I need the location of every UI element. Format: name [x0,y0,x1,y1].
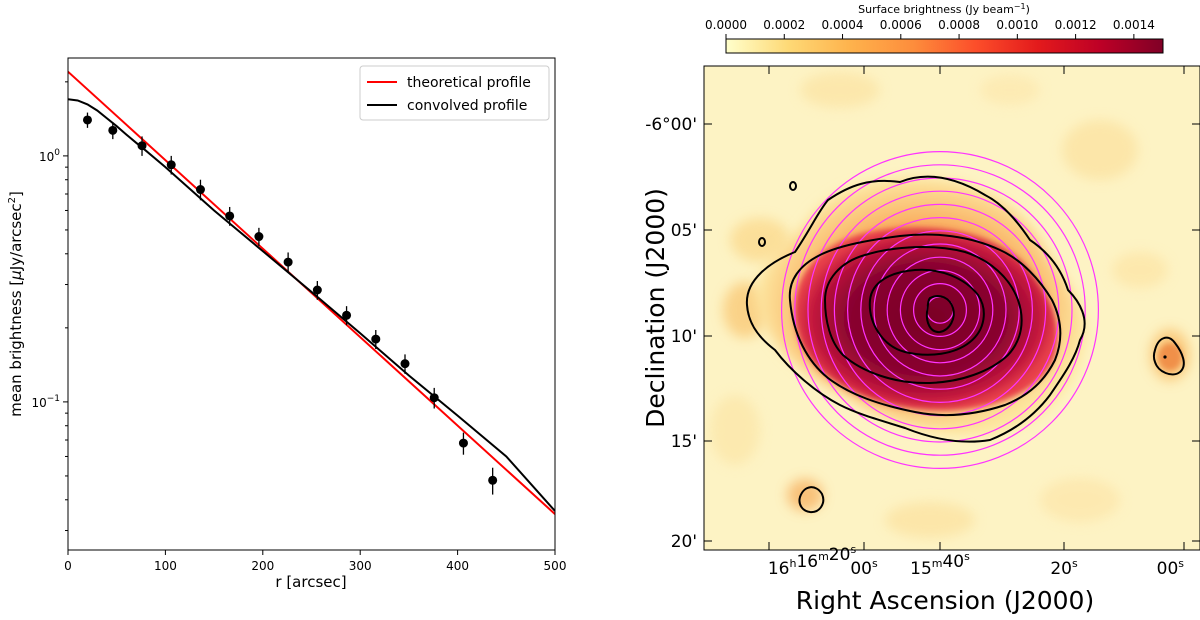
x-tick-label-2: 200 [251,559,274,573]
dec-tick-label-4: 20' [671,532,697,552]
annulus-rings [780,151,1099,469]
ring-3 [899,269,981,351]
dec-tick-label-1: 05' [671,221,697,241]
map-noise [710,72,1190,538]
map-image [704,66,1200,550]
data-point-3 [166,160,176,170]
colorbar-tick-label-6: 0.0012 [1055,18,1097,32]
data-point-6 [254,232,264,242]
plot-frame [67,57,556,551]
data-point-11 [400,359,410,369]
ra-axis-label: Right Ascension (J2000) [796,586,1094,615]
data-point-14 [488,475,498,485]
x-tick-label-5: 500 [544,559,567,573]
ring-6 [860,230,1020,390]
dec-tick-label-2: 10' [671,327,697,347]
dec-axis-ticks: -6°00' 05' 10' 15' 20' [645,115,1200,552]
map-point-source [1158,343,1182,371]
plot-area [68,58,555,550]
dec-tick-label-3: 15' [671,432,697,452]
data-point-9 [342,310,352,320]
legend-box [359,65,550,121]
ra-tick-label-3: 20s [1050,557,1078,579]
ra-tick-label-0: 16h16m20s [768,543,857,579]
contour-small-1 [789,181,797,191]
map-frame [703,65,1200,551]
x-tick-label-1: 100 [154,559,177,573]
data-point-2 [137,141,147,151]
y-tick-label-1: 10−1 [31,394,60,410]
ring-4 [886,256,994,364]
colorbar-tick-label-4: 0.0008 [938,18,980,32]
contour-point-source-peak [1163,355,1167,359]
y-axis-label: mean brightness [μJy/arcsec2] [7,191,25,417]
data-point-7 [283,257,293,267]
data-point-5 [225,211,235,221]
contour-level-5 [925,295,955,334]
series-line-convolved-profile [68,98,555,512]
x-tick-label-4: 400 [446,559,469,573]
profile-series [68,70,555,515]
colorbar-tick-label-1: 0.0002 [763,18,805,32]
x-tick-label-3: 300 [349,559,372,573]
colorbar-tick-label-3: 0.0006 [880,18,922,32]
dec-axis-label: Declination (J2000) [641,188,670,428]
dec-tick-label-0: -6°00' [645,115,697,135]
contour-southwest-blob [798,486,825,514]
ring-2 [912,283,967,338]
ring-11 [794,164,1086,456]
colorbar-label: Surface brightness (Jy beam−1) [858,2,1030,16]
colorbar-tick-label-7: 0.0014 [1113,18,1155,32]
contours [745,175,1185,514]
y-axis-ticks: 100 10−1 [31,81,68,532]
x-axis-ticks: 0 100 200 300 400 500 [64,550,566,573]
map-core [794,227,1058,411]
profile-plot: 0 100 200 300 400 500 100 10−1 r [arcsec] mean… [7,57,566,591]
colorbar-ticks: 0.0000 0.0002 0.0004 0.0006 0.0008 0.0010 0.00… [705,18,1155,39]
data-point-12 [429,393,439,403]
contour-level-3 [823,246,1023,385]
data-point-13 [458,438,468,448]
colorbar: 0.0000 0.0002 0.0004 0.0006 0.0008 0.0010 0.00… [705,2,1164,54]
colorbar-tick-label-2: 0.0004 [822,18,864,32]
colorbar-tick-label-0: 0.0000 [705,18,747,32]
y-tick-label-0: 100 [39,148,60,164]
legend-label-convolved: convolved profile [407,98,527,114]
ring-12 [780,151,1099,469]
ring-9 [820,190,1060,430]
ring-7 [846,217,1033,404]
colorbar-tick-label-5: 0.0010 [996,18,1038,32]
x-tick-label-0: 0 [64,559,72,573]
contour-small-2 [758,237,766,247]
data-point-1 [108,125,118,135]
x-axis-label: r [arcsec] [275,573,346,591]
data-point-10 [371,334,381,344]
colorbar-bar [725,38,1164,54]
contour-level-2 [788,233,1062,417]
data-point-4 [195,185,205,195]
ra-tick-label-2: 15m40s [910,550,970,579]
legend: theoretical profile convolved profile [359,65,550,121]
ra-tick-label-1: 00s [850,557,878,579]
contour-level-4 [868,268,985,356]
ring-5 [873,243,1007,377]
data-point-8 [312,285,322,295]
ra-tick-label-4: 00s [1157,557,1185,579]
legend-label-theoretical: theoretical profile [407,75,531,91]
contour-level-1 [745,175,1086,443]
data-point-0 [82,115,92,125]
contour-point-source [1152,336,1185,376]
